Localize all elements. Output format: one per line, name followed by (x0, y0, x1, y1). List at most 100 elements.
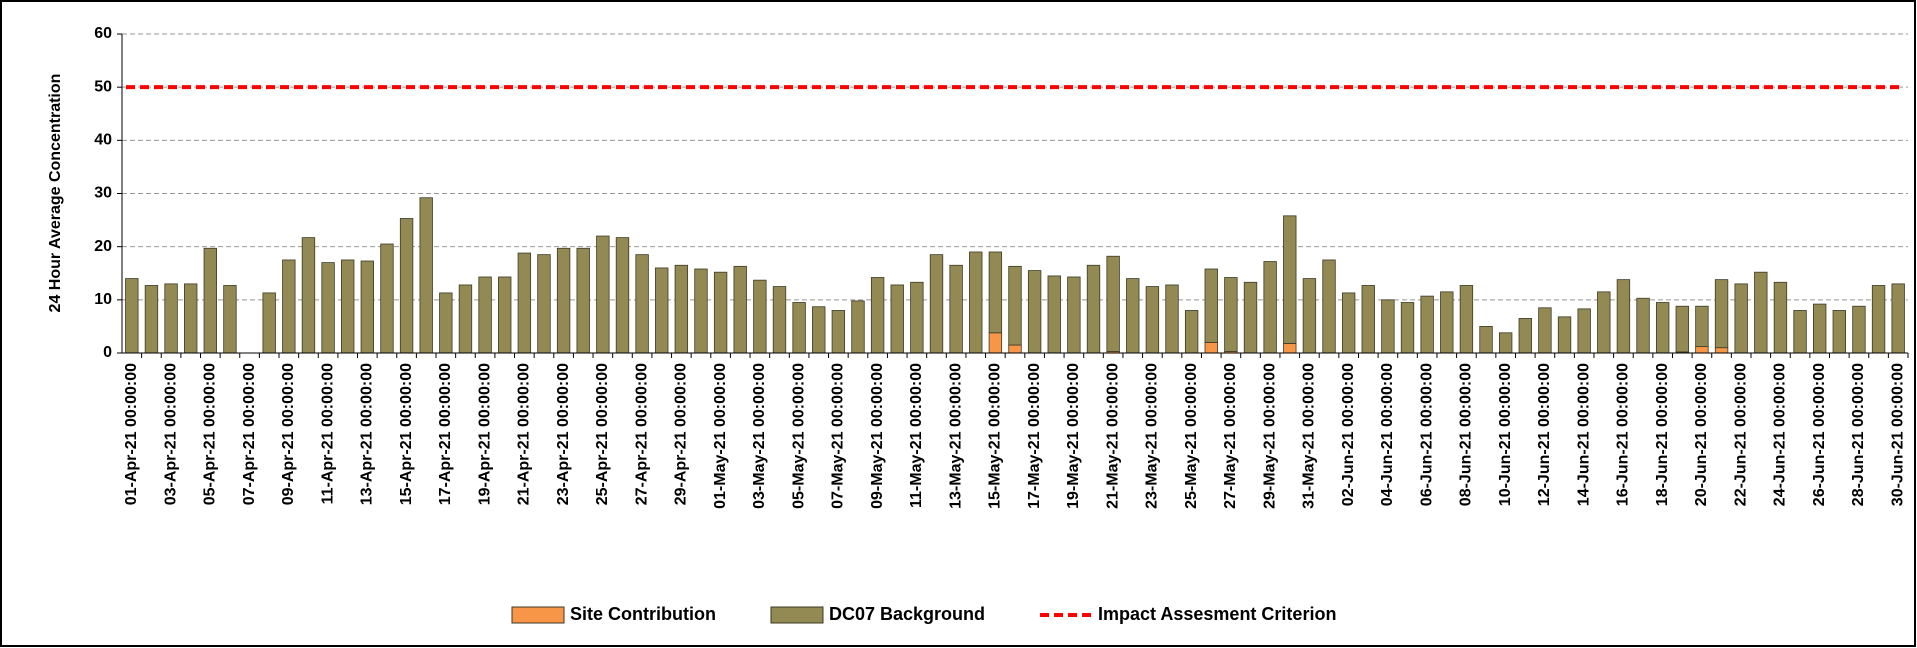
bar-segment (1773, 281, 1788, 354)
x-tick-label: 04-Jun-21 00:00:00 (1379, 363, 1396, 506)
x-tick-label: 17-May-21 00:00:00 (1026, 363, 1043, 509)
x-tick-label: 13-May-21 00:00:00 (947, 363, 964, 509)
bar-segment (498, 276, 512, 354)
bar-segment (1813, 303, 1827, 354)
bar-segment (1400, 302, 1415, 354)
y-tick-label: 30 (94, 185, 112, 202)
x-tick-label: 13-Apr-21 00:00:00 (359, 363, 376, 505)
bar-segment (1871, 285, 1886, 354)
x-tick-label: 15-May-21 00:00:00 (987, 363, 1004, 509)
x-tick-label: 29-May-21 00:00:00 (1261, 363, 1278, 509)
bar-segment (1086, 264, 1101, 354)
x-tick-label: 27-Apr-21 00:00:00 (633, 363, 650, 505)
bar-segment (1126, 278, 1140, 354)
bar-segment (1852, 305, 1866, 354)
legend-swatch (770, 606, 824, 624)
bar-segment (655, 267, 669, 354)
legend-label: Site Contribution (570, 604, 716, 624)
bar-segment (851, 300, 865, 354)
bar-segment (223, 285, 237, 354)
bar-segment (1067, 276, 1081, 354)
x-tick-label: 07-May-21 00:00:00 (830, 363, 847, 509)
bar-segment (1008, 344, 1022, 354)
x-tick-label: 05-Apr-21 00:00:00 (202, 363, 219, 505)
bar-segment (733, 265, 747, 354)
bar-segment (1832, 310, 1846, 354)
bar-segment (1479, 326, 1493, 354)
bar-segment (870, 277, 885, 354)
bar-segment (1636, 297, 1650, 354)
y-tick-label: 40 (94, 132, 112, 149)
x-tick-label: 11-Apr-21 00:00:00 (319, 363, 336, 505)
x-tick-label: 17-Apr-21 00:00:00 (437, 363, 454, 505)
bar-segment (1518, 318, 1532, 354)
bar-segment (674, 264, 689, 354)
bar-segment (1283, 215, 1297, 344)
bar-segment (1145, 286, 1160, 354)
bar-segment (1616, 279, 1631, 354)
x-tick-label: 24-Jun-21 00:00:00 (1772, 363, 1789, 506)
bar-segment (1243, 281, 1258, 354)
x-tick-label: 15-Apr-21 00:00:00 (398, 363, 415, 505)
bar-segment (812, 306, 826, 354)
x-tick-label: 03-Apr-21 00:00:00 (162, 363, 179, 505)
bar-segment (1204, 268, 1218, 343)
bar-segment (556, 247, 571, 354)
bar-segment (753, 279, 767, 354)
bar-segment (1440, 291, 1454, 354)
x-tick-label: 16-Jun-21 00:00:00 (1615, 363, 1632, 506)
bar-segment (1734, 283, 1748, 354)
bar-segment (1695, 305, 1709, 348)
x-tick-label: 09-Apr-21 00:00:00 (280, 363, 297, 505)
bar-segment (1754, 271, 1768, 354)
x-tick-label: 14-Jun-21 00:00:00 (1575, 363, 1592, 506)
bar-segment (772, 286, 787, 354)
x-tick-label: 01-Apr-21 00:00:00 (123, 363, 140, 505)
bar-segment (144, 285, 159, 354)
bar-segment (301, 237, 316, 354)
bar-segment (419, 197, 433, 354)
legend-label: Impact Assesment Criterion (1098, 604, 1336, 624)
bar-segment (1597, 291, 1611, 354)
y-tick-label: 50 (94, 78, 112, 95)
bar-segment (1283, 343, 1297, 354)
bar-segment (517, 252, 532, 354)
x-tick-label: 23-May-21 00:00:00 (1144, 363, 1161, 509)
x-tick-label: 02-Jun-21 00:00:00 (1340, 363, 1357, 506)
bar-segment (969, 251, 983, 354)
x-tick-label: 26-Jun-21 00:00:00 (1811, 363, 1828, 506)
legend-swatch (511, 606, 565, 624)
y-tick-label: 0 (103, 344, 112, 361)
bar-segment (458, 284, 473, 354)
x-tick-label: 19-Apr-21 00:00:00 (476, 363, 493, 505)
bar-segment (1459, 285, 1474, 354)
bar-segment (694, 268, 708, 354)
x-tick-label: 11-May-21 00:00:00 (908, 363, 925, 508)
bar-segment (929, 254, 944, 354)
y-tick-label: 20 (94, 238, 112, 255)
bar-segment (1263, 261, 1277, 354)
bar-segment (988, 332, 1003, 354)
bar-segment (262, 292, 276, 354)
bar-segment (1047, 275, 1061, 354)
bar-segment (341, 259, 355, 354)
bar-segment (713, 271, 728, 354)
x-tick-label: 07-Apr-21 00:00:00 (241, 363, 258, 505)
bar-segment (949, 264, 963, 354)
bar-segment (1008, 265, 1022, 346)
bar-segment (380, 243, 394, 354)
bar-segment (1655, 302, 1670, 354)
bar-segment (1361, 285, 1375, 354)
bar-segment (478, 276, 492, 354)
x-tick-label: 05-May-21 00:00:00 (790, 363, 807, 509)
bar-segment (1557, 316, 1572, 354)
x-tick-label: 08-Jun-21 00:00:00 (1458, 363, 1475, 506)
bar-segment (831, 310, 846, 354)
bar-segment (1027, 270, 1042, 354)
bar-segment (399, 218, 414, 354)
x-tick-label: 21-Apr-21 00:00:00 (516, 363, 533, 505)
bar-segment (596, 235, 610, 354)
bar-segment (1891, 283, 1905, 354)
bar-segment (1714, 279, 1729, 349)
bar-segment (890, 284, 904, 354)
